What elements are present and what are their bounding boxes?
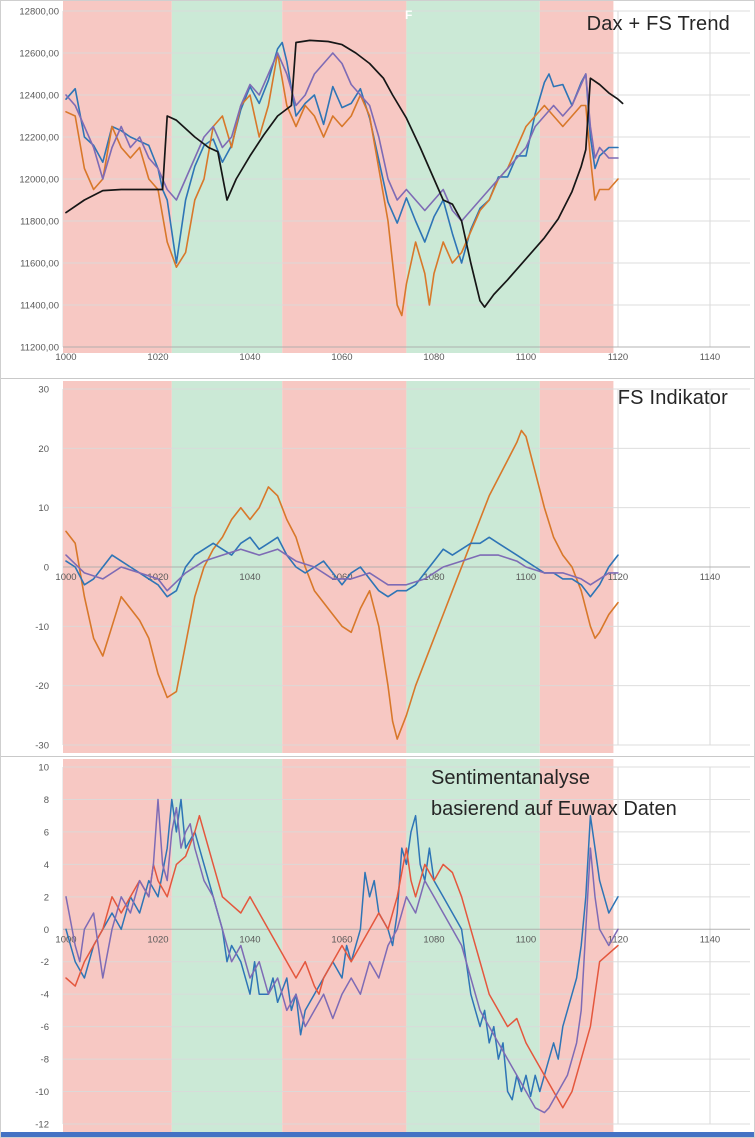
- svg-text:-20: -20: [35, 681, 49, 692]
- svg-text:12400,00: 12400,00: [19, 91, 59, 102]
- svg-text:30: 30: [38, 385, 49, 396]
- svg-text:1040: 1040: [239, 572, 260, 583]
- sentiment-plot: 10 8 6 4 2 0 -2 -4 -6 -8 -10 -12 1000 1020 1040 1060 108…: [35, 759, 750, 1132]
- chart-title-sentiment-line1: Sentimentanalyse: [431, 767, 590, 789]
- dax-fs-trend-plot: 12800,00 12600,00 12400,00 12200,00 12000,00…: [19, 1, 750, 363]
- svg-text:1140: 1140: [700, 934, 720, 945]
- window-edge-bar: [1, 1132, 754, 1137]
- svg-text:-12: -12: [35, 1120, 49, 1131]
- svg-text:-2: -2: [41, 957, 49, 968]
- svg-text:1020: 1020: [147, 352, 168, 363]
- svg-text:1020: 1020: [147, 572, 168, 583]
- svg-text:1040: 1040: [239, 352, 260, 363]
- svg-text:1000: 1000: [55, 572, 76, 583]
- svg-text:12600,00: 12600,00: [19, 49, 59, 60]
- svg-text:12200,00: 12200,00: [19, 133, 59, 144]
- svg-text:4: 4: [44, 860, 49, 871]
- svg-text:1120: 1120: [608, 934, 628, 945]
- chart-panel-dax-fs-trend: 12800,00 12600,00 12400,00 12200,00 12000,00…: [1, 1, 754, 379]
- svg-text:1080: 1080: [423, 934, 444, 945]
- svg-text:1120: 1120: [608, 572, 628, 583]
- svg-text:-6: -6: [41, 1022, 49, 1033]
- svg-text:1060: 1060: [331, 572, 352, 583]
- svg-text:1060: 1060: [331, 352, 352, 363]
- svg-text:-8: -8: [41, 1055, 49, 1066]
- svg-text:1100: 1100: [516, 934, 536, 945]
- svg-text:6: 6: [44, 827, 49, 838]
- svg-text:-4: -4: [41, 990, 49, 1001]
- chart-title-fs-indikator: FS Indikator: [617, 387, 728, 409]
- svg-text:-10: -10: [35, 1087, 49, 1098]
- svg-text:11400,00: 11400,00: [20, 301, 59, 312]
- svg-text:1100: 1100: [516, 572, 536, 583]
- svg-text:-10: -10: [35, 622, 49, 633]
- svg-text:1040: 1040: [239, 934, 260, 945]
- svg-text:11800,00: 11800,00: [20, 217, 59, 228]
- svg-text:11600,00: 11600,00: [20, 259, 59, 270]
- svg-text:1000: 1000: [55, 352, 76, 363]
- watermark-f: F: [405, 8, 413, 22]
- svg-text:1080: 1080: [423, 572, 444, 583]
- svg-text:10: 10: [38, 503, 49, 514]
- svg-text:12800,00: 12800,00: [19, 7, 59, 18]
- chart-title-sentiment-line2: basierend auf Euwax Daten: [431, 798, 677, 820]
- svg-text:2: 2: [44, 892, 49, 903]
- svg-text:0: 0: [44, 563, 49, 574]
- svg-text:1140: 1140: [700, 572, 720, 583]
- chart-title-dax-fs-trend: Dax + FS Trend: [586, 13, 730, 35]
- svg-text:1060: 1060: [331, 934, 352, 945]
- svg-text:10: 10: [38, 763, 49, 774]
- svg-text:0: 0: [44, 925, 49, 936]
- chart-panel-fs-indikator: 30 20 10 0 -10 -20 -30 1000 1020 1040 1060 1080 1100…: [1, 379, 754, 757]
- svg-text:1100: 1100: [516, 352, 536, 363]
- svg-text:11200,00: 11200,00: [20, 343, 59, 354]
- svg-text:1020: 1020: [147, 934, 168, 945]
- chart-title-sentiment: Sentimentanalyse basierend auf Euwax Dat…: [431, 763, 677, 825]
- svg-text:1080: 1080: [423, 352, 444, 363]
- svg-text:20: 20: [38, 444, 49, 455]
- svg-text:8: 8: [44, 795, 49, 806]
- svg-text:1120: 1120: [608, 352, 628, 363]
- svg-text:-30: -30: [35, 741, 49, 752]
- chart-panel-sentiment: 10 8 6 4 2 0 -2 -4 -6 -8 -10 -12 1000 1020 1040 1060 108…: [1, 757, 754, 1134]
- svg-text:1140: 1140: [700, 352, 720, 363]
- fs-indikator-plot: 30 20 10 0 -10 -20 -30 1000 1020 1040 1060 1080 1100…: [35, 381, 750, 753]
- svg-text:1000: 1000: [55, 934, 76, 945]
- svg-text:12000,00: 12000,00: [19, 175, 59, 186]
